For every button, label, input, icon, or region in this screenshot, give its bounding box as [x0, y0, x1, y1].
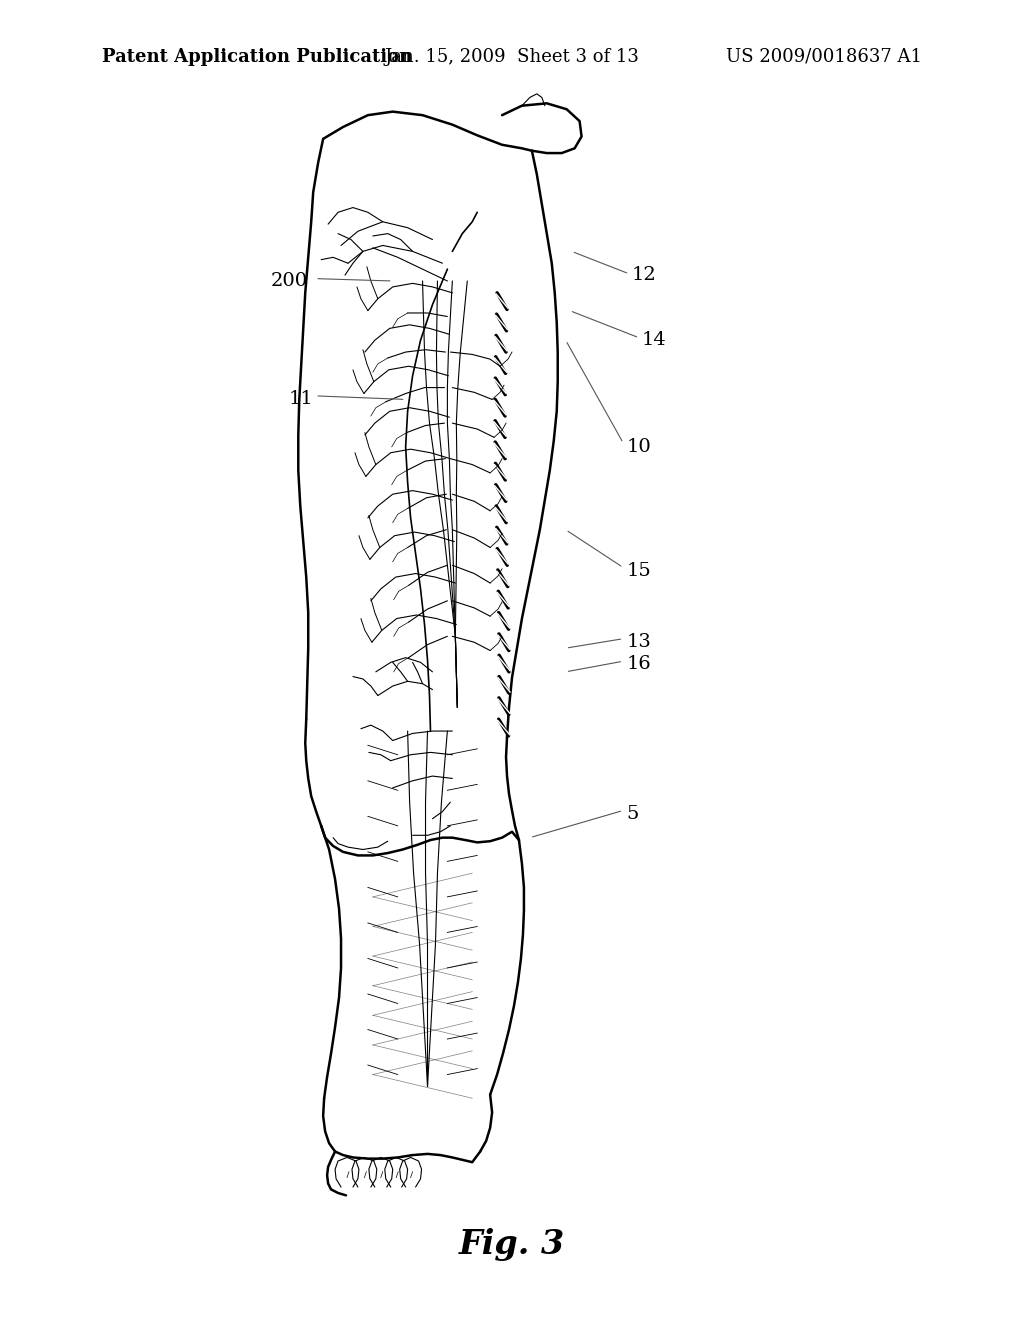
Text: Jan. 15, 2009  Sheet 3 of 13: Jan. 15, 2009 Sheet 3 of 13 — [385, 48, 639, 66]
Text: US 2009/0018637 A1: US 2009/0018637 A1 — [726, 48, 922, 66]
Text: 10: 10 — [627, 438, 651, 455]
Text: 15: 15 — [627, 562, 651, 581]
Text: Patent Application Publication: Patent Application Publication — [102, 48, 413, 66]
Text: 12: 12 — [631, 267, 656, 284]
Text: 13: 13 — [627, 634, 651, 651]
Text: 16: 16 — [627, 655, 651, 673]
Text: Fig. 3: Fig. 3 — [459, 1228, 565, 1261]
Text: 5: 5 — [627, 805, 639, 822]
Text: 14: 14 — [641, 331, 666, 350]
Text: 11: 11 — [289, 391, 313, 408]
Text: 200: 200 — [271, 272, 308, 290]
